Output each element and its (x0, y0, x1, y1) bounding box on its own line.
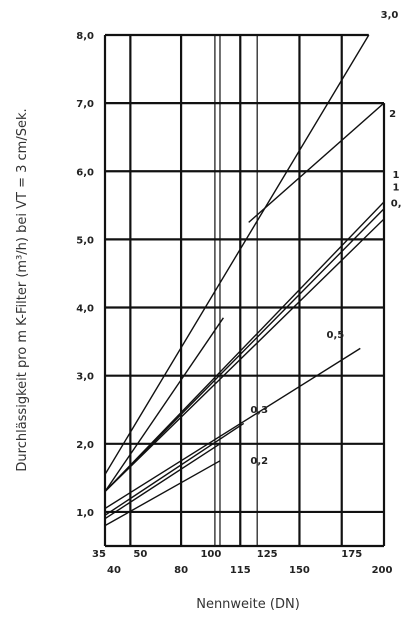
series-line-1 (104, 34, 370, 475)
y-axis-label: Durchlässigkeit pro m K-Filter (m³/h) be… (15, 108, 30, 471)
series-label: 0, (391, 199, 402, 210)
y-tick-label: 4,0 (76, 304, 94, 315)
x-tick-label-top: 175 (341, 549, 362, 560)
series-labels: 3,0 2 11 0, 0,5 0,3 0,2 (250, 10, 401, 467)
series-line-5 (104, 208, 385, 492)
x-tick-label-bottom: 200 (372, 565, 393, 576)
series-label: 1 (392, 182, 399, 193)
y-tick-label: 7,0 (76, 99, 94, 110)
x-axis-label: Nennweite (DN) (196, 597, 300, 612)
x-tick-label-bottom: 40 (107, 565, 121, 576)
x-tick-label-top: 35 (92, 549, 106, 560)
tick-labels: 1,0 2,0 3,0 4,0 5,0 6,0 7,0 8,0 35 50 100 125 175 40 8… (76, 31, 392, 576)
series-line-3 (248, 102, 385, 223)
series-label: 0,3 (250, 405, 268, 416)
series-line-2 (104, 317, 224, 492)
series-label: 3,0 (381, 10, 399, 21)
series-line-8 (104, 422, 245, 516)
x-tick-label-bottom: 80 (174, 565, 188, 576)
y-tick-label: 8,0 (76, 31, 94, 42)
series-line-4 (104, 201, 385, 492)
y-tick-label: 3,0 (76, 372, 94, 383)
y-tick-label: 2,0 (76, 440, 94, 451)
y-tick-label: 1,0 (76, 508, 94, 519)
x-tick-label-top: 125 (257, 549, 278, 560)
series-line-6 (104, 218, 385, 493)
series-label: 2 (389, 109, 396, 120)
y-tick-label: 5,0 (76, 235, 94, 246)
series-lines (104, 34, 385, 527)
x-tick-label-bottom: 115 (230, 565, 251, 576)
grid (103, 33, 386, 548)
x-tick-label-bottom: 150 (289, 565, 310, 576)
series-line-7 (104, 347, 361, 510)
series-line-10 (104, 460, 221, 527)
series-line-9 (104, 443, 221, 520)
series-label: 0,5 (327, 330, 345, 341)
x-tick-label-top: 100 (200, 549, 221, 560)
x-tick-label-top: 50 (133, 549, 147, 560)
series-label: 1 (392, 170, 399, 181)
series-label: 0,2 (250, 456, 268, 467)
y-tick-label: 6,0 (76, 167, 94, 178)
